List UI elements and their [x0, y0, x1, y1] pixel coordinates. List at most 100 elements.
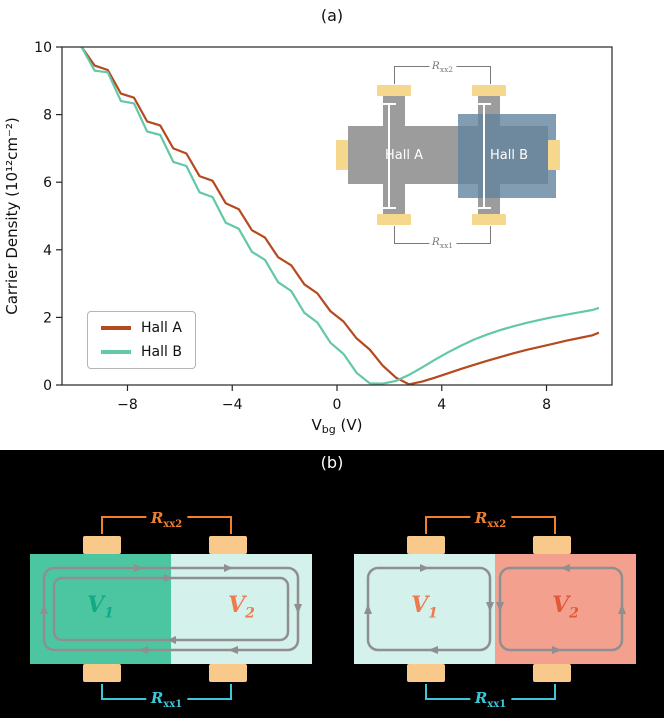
inset-contact-pad [472, 214, 506, 225]
v2-subscript: 2 [569, 605, 579, 622]
svg-text:8: 8 [43, 108, 52, 124]
device-inset-diagram: Rxx2 Hall A Hall B Rxx1 [328, 58, 578, 258]
inset-rxx1-bracket: Rxx1 [394, 226, 491, 253]
v2-symbol: V [228, 592, 246, 618]
rxx2-symbol: R [431, 60, 440, 72]
contact-pad [407, 664, 445, 682]
panel-a-label: (a) [320, 6, 344, 25]
current-arrow [40, 604, 48, 614]
voltage-probe-cap [477, 103, 491, 105]
voltage-probe-cap [382, 207, 396, 209]
rxx1-symbol: R [431, 236, 440, 248]
current-arrow [420, 564, 429, 572]
inset-hall-b-label: Hall B [489, 148, 529, 163]
svg-text:2: 2 [43, 310, 52, 326]
svg-text:0: 0 [43, 378, 52, 394]
inset-rxx1-label: Rxx1 [428, 236, 457, 253]
v2-subscript: 2 [245, 605, 255, 622]
voltage-probe-marker [388, 104, 390, 208]
legend-entry-hall-a: Hall A [101, 320, 182, 336]
v1-subscript: 1 [104, 605, 114, 622]
v2-label: V2 [171, 592, 312, 621]
contact-pad [407, 536, 445, 554]
current-arrow [224, 564, 233, 572]
rxx2-symbol: R [150, 509, 164, 527]
current-arrow [167, 636, 176, 644]
svg-text:8: 8 [542, 397, 551, 413]
contact-pad [83, 536, 121, 554]
edge-current-loops [364, 564, 626, 654]
current-arrow [496, 602, 504, 612]
current-arrow [618, 604, 626, 614]
svg-text:0: 0 [333, 397, 342, 413]
svg-text:−4: −4 [222, 397, 243, 413]
inset-contact-pad [377, 214, 411, 225]
svg-text:10: 10 [34, 40, 52, 56]
schematic-opposite-sign: Rxx2 V1 V2 [344, 486, 644, 714]
rxx2-bracket: Rxx2 [425, 509, 556, 534]
v1-symbol: V [87, 592, 105, 618]
contact-pad [533, 536, 571, 554]
hall-b-line-swatch [101, 350, 131, 354]
current-arrow [294, 604, 302, 614]
v1-label: V1 [30, 592, 171, 621]
current-arrow [560, 564, 570, 572]
contact-pad [209, 536, 247, 554]
rxx2-bracket: Rxx2 [101, 509, 232, 534]
svg-text:−8: −8 [117, 397, 138, 413]
svg-text:Vbg (V): Vbg (V) [312, 416, 363, 436]
rxx2-symbol: R [474, 509, 488, 527]
schematic-same-sign: Rxx2 V1 V2 [20, 486, 320, 714]
svg-text:4: 4 [43, 243, 52, 259]
current-arrow [164, 574, 173, 582]
inset-hall-a-label: Hall A [385, 148, 423, 163]
current-arrow [428, 646, 438, 654]
v1-symbol: V [411, 592, 429, 618]
voltage-probe-cap [382, 103, 396, 105]
rxx1-label: Rxx1 [145, 689, 188, 714]
rxx2-subscript: xx2 [439, 65, 454, 75]
rxx2-subscript: xx2 [163, 519, 183, 530]
edge-current-loops [40, 564, 302, 654]
rxx1-bracket: Rxx1 [101, 684, 232, 714]
device-half-left [354, 554, 495, 664]
hall-a-line-swatch [101, 326, 131, 330]
legend: Hall A Hall B [87, 311, 196, 369]
rxx1-subscript: xx1 [487, 699, 507, 710]
contact-pad [209, 664, 247, 682]
voltage-probe-cap [477, 207, 491, 209]
v1-label: V1 [354, 592, 495, 621]
contact-pad [533, 664, 571, 682]
rxx1-bracket: Rxx1 [425, 684, 556, 714]
voltage-probe-marker [483, 104, 485, 208]
svg-text:4: 4 [437, 397, 446, 413]
carrier-density-chart: −8 −4 0 4 8 0 2 4 6 8 10 Vbg (V) Carrier Density (10… [3, 40, 613, 436]
device-body [354, 554, 636, 664]
rxx1-symbol: R [150, 689, 164, 707]
current-arrow [138, 646, 148, 654]
legend-label-hall-b: Hall B [141, 344, 182, 360]
v2-symbol: V [552, 592, 570, 618]
legend-entry-hall-b: Hall B [101, 344, 182, 360]
current-arrow [364, 604, 372, 614]
v1-subscript: 1 [428, 605, 438, 622]
current-arrow [228, 646, 238, 654]
inset-contact-pad [377, 85, 411, 96]
v2-label: V2 [495, 592, 636, 621]
rxx1-subscript: xx1 [163, 699, 183, 710]
rxx2-label: Rxx2 [469, 509, 512, 534]
rxx2-label: Rxx2 [145, 509, 188, 534]
current-arrow [134, 564, 143, 572]
inset-rxx2-label: Rxx2 [428, 60, 457, 77]
rxx1-label: Rxx1 [469, 689, 512, 714]
panel-b-label: (b) [320, 453, 344, 472]
device-half-right [495, 554, 636, 664]
panel-b: (b) Rxx2 [0, 450, 664, 718]
rxx1-symbol: R [474, 689, 488, 707]
hall-bar-arm [383, 184, 405, 214]
panel-a: (a) −8 −4 0 4 8 0 2 4 6 8 10 Vbg (V) Carrier Density… [3, 6, 613, 436]
inset-contact-pad [472, 85, 506, 96]
svg-text:Carrier Density (10¹²cm⁻²): Carrier Density (10¹²cm⁻²) [3, 117, 21, 314]
legend-label-hall-a: Hall A [141, 320, 182, 336]
